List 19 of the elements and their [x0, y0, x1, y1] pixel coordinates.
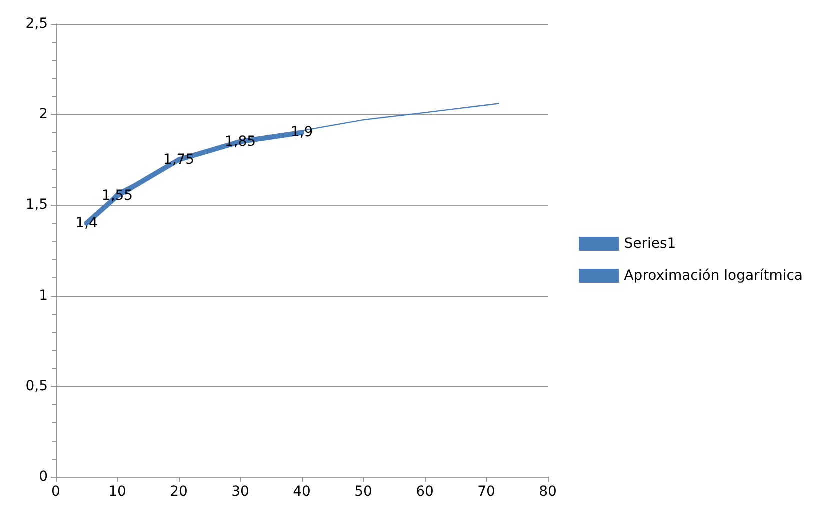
- y-tick-label: 1: [39, 288, 48, 304]
- data-label: 1,9: [290, 124, 314, 141]
- x-tick-label: 30: [232, 484, 250, 500]
- x-tick-label: 20: [170, 484, 188, 500]
- legend-label: Series1: [624, 236, 676, 252]
- legend-label: Aproximación logarítmica: [624, 268, 804, 284]
- y-tick-label: 0,5: [26, 378, 48, 394]
- y-tick-label: 2: [39, 106, 48, 123]
- x-tick-label: 80: [539, 484, 557, 500]
- x-tick-label: 10: [108, 484, 126, 500]
- x-tick-label: 0: [52, 484, 60, 500]
- x-tick-label: 40: [293, 484, 311, 500]
- x-tick-label: 50: [354, 484, 372, 500]
- data-label: 1,4: [76, 215, 98, 232]
- y-tick-label: 2,5: [26, 16, 48, 32]
- y-tick-label: 1,5: [26, 197, 48, 214]
- x-tick-label: 70: [478, 484, 496, 500]
- y-tick-label: 0: [39, 469, 48, 485]
- x-tick-label: 60: [416, 484, 434, 500]
